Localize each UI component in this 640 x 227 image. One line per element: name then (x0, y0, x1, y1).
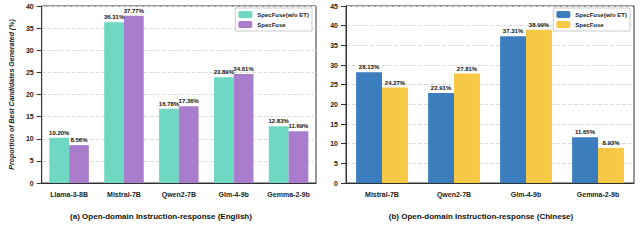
svg-text:SpecFuse(w/o ET): SpecFuse(w/o ET) (257, 12, 309, 18)
svg-text:(a) Open-domain Instruction-re: (a) Open-domain Instruction-response (En… (70, 212, 252, 221)
svg-text:28.13%: 28.13% (359, 64, 380, 70)
svg-text:Qwen2-7B: Qwen2-7B (437, 191, 471, 199)
svg-text:Mistral-7B: Mistral-7B (107, 191, 141, 198)
svg-text:5: 5 (334, 160, 338, 167)
svg-text:10.20%: 10.20% (49, 130, 70, 136)
svg-text:37.77%: 37.77% (124, 8, 145, 14)
svg-text:16.78%: 16.78% (159, 101, 180, 107)
svg-text:10: 10 (330, 140, 338, 147)
svg-text:Llama-3-8B: Llama-3-8B (50, 191, 88, 198)
svg-text:38.99%: 38.99% (529, 22, 550, 28)
svg-text:36.31%: 36.31% (104, 14, 125, 20)
svg-text:SpecFuse: SpecFuse (575, 22, 604, 28)
svg-text:0: 0 (334, 180, 338, 187)
svg-text:24.61%: 24.61% (233, 66, 254, 72)
svg-text:0: 0 (30, 180, 34, 187)
svg-text:(b) Open-domain Instruction-re: (b) Open-domain Instruction-response (Ch… (389, 212, 574, 221)
svg-text:5: 5 (30, 157, 34, 164)
svg-text:23.89%: 23.89% (214, 69, 235, 75)
svg-text:Glm-4-9b: Glm-4-9b (219, 191, 249, 198)
svg-text:Qwen2-7B: Qwen2-7B (162, 191, 196, 199)
svg-text:SpecFuse(w/o ET): SpecFuse(w/o ET) (575, 12, 627, 18)
svg-text:10: 10 (26, 135, 34, 142)
svg-text:Mistral-7B: Mistral-7B (365, 191, 399, 198)
svg-text:35: 35 (26, 25, 34, 32)
svg-text:Gemma-2-9b: Gemma-2-9b (267, 191, 309, 198)
svg-text:35: 35 (330, 42, 338, 49)
svg-text:15: 15 (26, 113, 34, 120)
svg-text:25: 25 (26, 69, 34, 76)
svg-text:30: 30 (330, 62, 338, 69)
svg-text:24.27%: 24.27% (385, 80, 406, 86)
svg-text:12.83%: 12.83% (269, 118, 290, 124)
svg-text:37.31%: 37.31% (503, 28, 524, 34)
svg-text:SpecFuse: SpecFuse (257, 22, 286, 28)
svg-text:Glm-4-9b: Glm-4-9b (511, 191, 541, 198)
svg-text:27.81%: 27.81% (457, 66, 478, 72)
svg-text:40: 40 (330, 22, 338, 29)
svg-text:20: 20 (330, 101, 338, 108)
svg-text:Proportion of Best Candidates: Proportion of Best Candidates Generated … (8, 19, 16, 170)
svg-text:11.69%: 11.69% (288, 123, 309, 129)
svg-text:45: 45 (330, 3, 338, 10)
svg-text:20: 20 (26, 91, 34, 98)
svg-text:15: 15 (330, 121, 338, 128)
svg-text:25: 25 (330, 81, 338, 88)
svg-text:8.56%: 8.56% (70, 137, 88, 143)
svg-text:Gemma-2-9b: Gemma-2-9b (577, 191, 619, 198)
svg-text:22.91%: 22.91% (431, 85, 452, 91)
svg-text:17.36%: 17.36% (179, 98, 200, 104)
svg-text:40: 40 (26, 3, 34, 10)
svg-text:30: 30 (26, 47, 34, 54)
svg-text:11.65%: 11.65% (575, 129, 596, 135)
svg-text:8.93%: 8.93% (602, 140, 620, 146)
